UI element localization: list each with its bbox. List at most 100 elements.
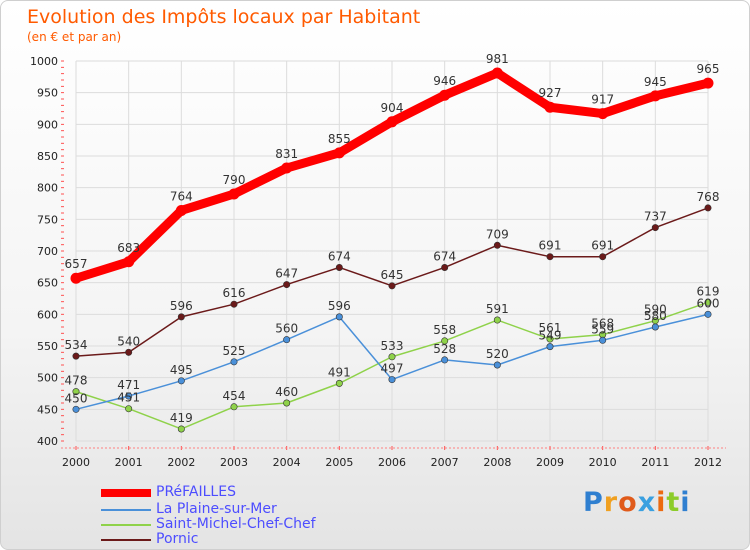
- x-tick-label: 2012: [694, 456, 722, 469]
- data-point: [546, 335, 554, 343]
- data-label: 946: [433, 74, 456, 88]
- data-label: 981: [486, 52, 509, 66]
- x-tick-label: 2010: [589, 456, 617, 469]
- data-point: [72, 388, 80, 396]
- data-point: [123, 256, 135, 268]
- data-point: [651, 323, 659, 331]
- data-label: 549: [539, 329, 562, 343]
- data-point: [599, 336, 607, 344]
- data-point: [388, 376, 396, 384]
- data-label: 691: [539, 239, 562, 253]
- x-axis-labels: 2000 2001 2002 2003 2004 2005 2006 2007 2008 2009…: [62, 456, 722, 469]
- data-point: [175, 204, 187, 216]
- legend-item-prefailles: PRéFAILLES: [101, 484, 401, 501]
- data-point: [230, 403, 238, 411]
- x-tick-label: 2008: [483, 456, 511, 469]
- data-label: 764: [170, 189, 193, 203]
- data-label: 768: [697, 190, 720, 204]
- data-label: 674: [433, 249, 456, 263]
- logo-letter: o: [618, 487, 638, 518]
- logo-letter: t: [666, 487, 681, 518]
- data-label: 917: [591, 93, 614, 107]
- data-label: 491: [328, 365, 351, 379]
- data-label: 451: [117, 391, 140, 405]
- line-chart: 2000 2001 2002 2003 2004 2005 2006 2007 2008 2009…: [30, 52, 726, 469]
- legend-label: La Plaine-sur-Mer: [156, 501, 277, 517]
- data-label: 560: [275, 322, 298, 336]
- data-point: [386, 116, 398, 128]
- data-label: 419: [170, 411, 193, 425]
- logo-letter: i: [680, 487, 691, 518]
- data-label: 471: [117, 378, 140, 392]
- data-label: 831: [275, 147, 298, 161]
- legend-swatch: [101, 509, 151, 511]
- data-label: 559: [591, 322, 614, 336]
- data-point: [388, 282, 396, 290]
- data-label: 591: [486, 302, 509, 316]
- data-point: [281, 162, 293, 174]
- data-point: [283, 336, 291, 344]
- data-point: [283, 281, 291, 289]
- y-tick-label: 750: [37, 213, 58, 226]
- data-point: [493, 241, 501, 249]
- data-point: [283, 399, 291, 407]
- data-label: 945: [644, 75, 667, 89]
- x-tick-label: 2005: [325, 456, 353, 469]
- data-label: 709: [486, 227, 509, 241]
- data-label: 520: [486, 347, 509, 361]
- data-label: 528: [433, 342, 456, 356]
- y-tick-label: 600: [37, 308, 58, 321]
- data-point: [228, 188, 240, 200]
- data-point: [230, 300, 238, 308]
- data-label: 965: [697, 62, 720, 76]
- x-tick-label: 2002: [167, 456, 195, 469]
- data-label: 561: [539, 321, 562, 335]
- y-tick-label: 700: [37, 245, 58, 258]
- data-point: [493, 361, 501, 369]
- data-label: 568: [591, 317, 614, 331]
- data-point: [704, 298, 712, 306]
- data-label: 647: [275, 267, 298, 281]
- data-point: [544, 101, 556, 113]
- data-point: [441, 263, 449, 271]
- proxiti-logo: Proxiti: [583, 487, 691, 518]
- data-point: [70, 272, 82, 284]
- series-layer: [70, 67, 714, 433]
- x-tick-label: 2003: [220, 456, 248, 469]
- y-tick-label: 900: [37, 118, 58, 131]
- legend-swatch: [101, 489, 151, 497]
- data-label: 580: [644, 309, 667, 323]
- logo-letter: r: [603, 487, 619, 518]
- data-point: [493, 316, 501, 324]
- data-label: 460: [275, 385, 298, 399]
- data-label: 600: [697, 296, 720, 310]
- x-tick-label: 2004: [273, 456, 301, 469]
- data-label: 645: [381, 268, 404, 282]
- x-tick-label: 2009: [536, 456, 564, 469]
- data-label: 657: [65, 257, 88, 271]
- data-point: [335, 313, 343, 321]
- data-point: [441, 356, 449, 364]
- data-point: [599, 253, 607, 261]
- y-tick-label: 1000: [30, 55, 58, 68]
- data-point: [177, 313, 185, 321]
- data-label: 497: [381, 362, 404, 376]
- x-tick-label: 2011: [641, 456, 669, 469]
- legend-label: Saint-Michel-Chef-Chef: [156, 516, 316, 532]
- data-label: 619: [697, 284, 720, 298]
- data-point: [230, 358, 238, 366]
- x-tick-label: 2001: [115, 456, 143, 469]
- legend-label: PRéFAILLES: [156, 484, 236, 500]
- data-labels-layer: 657 683 764 790 831 855 904 946 981 927 917 945 965 4…: [65, 52, 720, 425]
- data-label: 540: [117, 334, 140, 348]
- data-label: 790: [223, 173, 246, 187]
- data-point: [704, 204, 712, 212]
- data-label: 855: [328, 132, 351, 146]
- data-point: [439, 89, 451, 101]
- y-tick-label: 650: [37, 277, 58, 290]
- data-label: 495: [170, 363, 193, 377]
- legend-item-la-plaine-sur-mer: La Plaine-sur-Mer: [101, 501, 401, 518]
- chart-subtitle: (en € et par an): [27, 30, 122, 44]
- data-label: 478: [65, 374, 88, 388]
